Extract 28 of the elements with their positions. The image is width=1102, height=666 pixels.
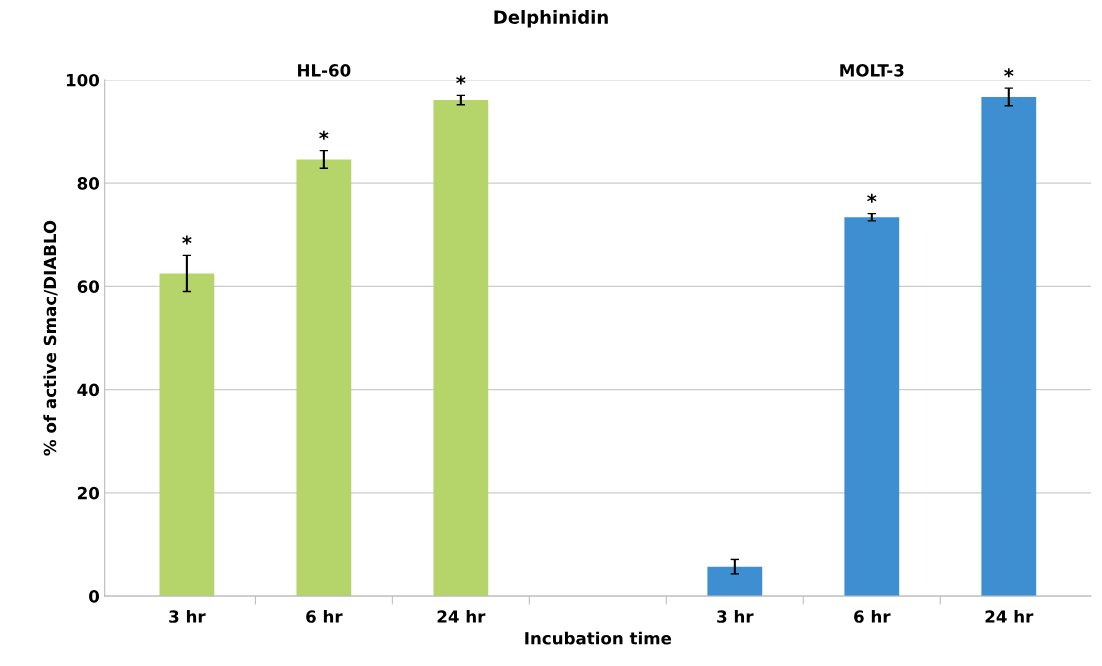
x-axis-title: Incubation time <box>525 631 672 645</box>
text: MOLT-3 <box>840 64 904 77</box>
bar <box>981 96 1037 597</box>
y-tick-label: 80 <box>77 177 100 190</box>
data-label: * <box>182 235 192 245</box>
y-tick-label: 0 <box>89 590 100 603</box>
x-tick-label: 24 hr <box>437 609 486 623</box>
x-tick-label: 3 hr <box>169 609 206 623</box>
y-tick-label: 40 <box>77 383 100 397</box>
x-tick-label: 6 hr <box>854 609 891 623</box>
bar <box>707 566 763 597</box>
bar <box>844 217 900 597</box>
text: HL-60 <box>298 64 351 77</box>
data-label: * <box>319 130 329 140</box>
data-label: * <box>456 75 466 85</box>
x-tick-label: 24 hr <box>985 609 1034 623</box>
bar <box>433 100 489 597</box>
x-tick-label: 6 hr <box>306 609 343 623</box>
y-tick-label: 100 <box>66 73 100 87</box>
bar <box>296 159 352 597</box>
data-label: * <box>1004 68 1014 78</box>
data-label: * <box>867 193 877 203</box>
y-tick-label: 20 <box>77 486 100 500</box>
bar <box>159 273 215 597</box>
y-tick-label: 60 <box>77 280 100 293</box>
chart-title: Delphinidin <box>494 9 608 28</box>
y-axis-title: % of active Smac/DIABLO <box>43 220 58 456</box>
x-tick-label: 3 hr <box>717 609 754 623</box>
